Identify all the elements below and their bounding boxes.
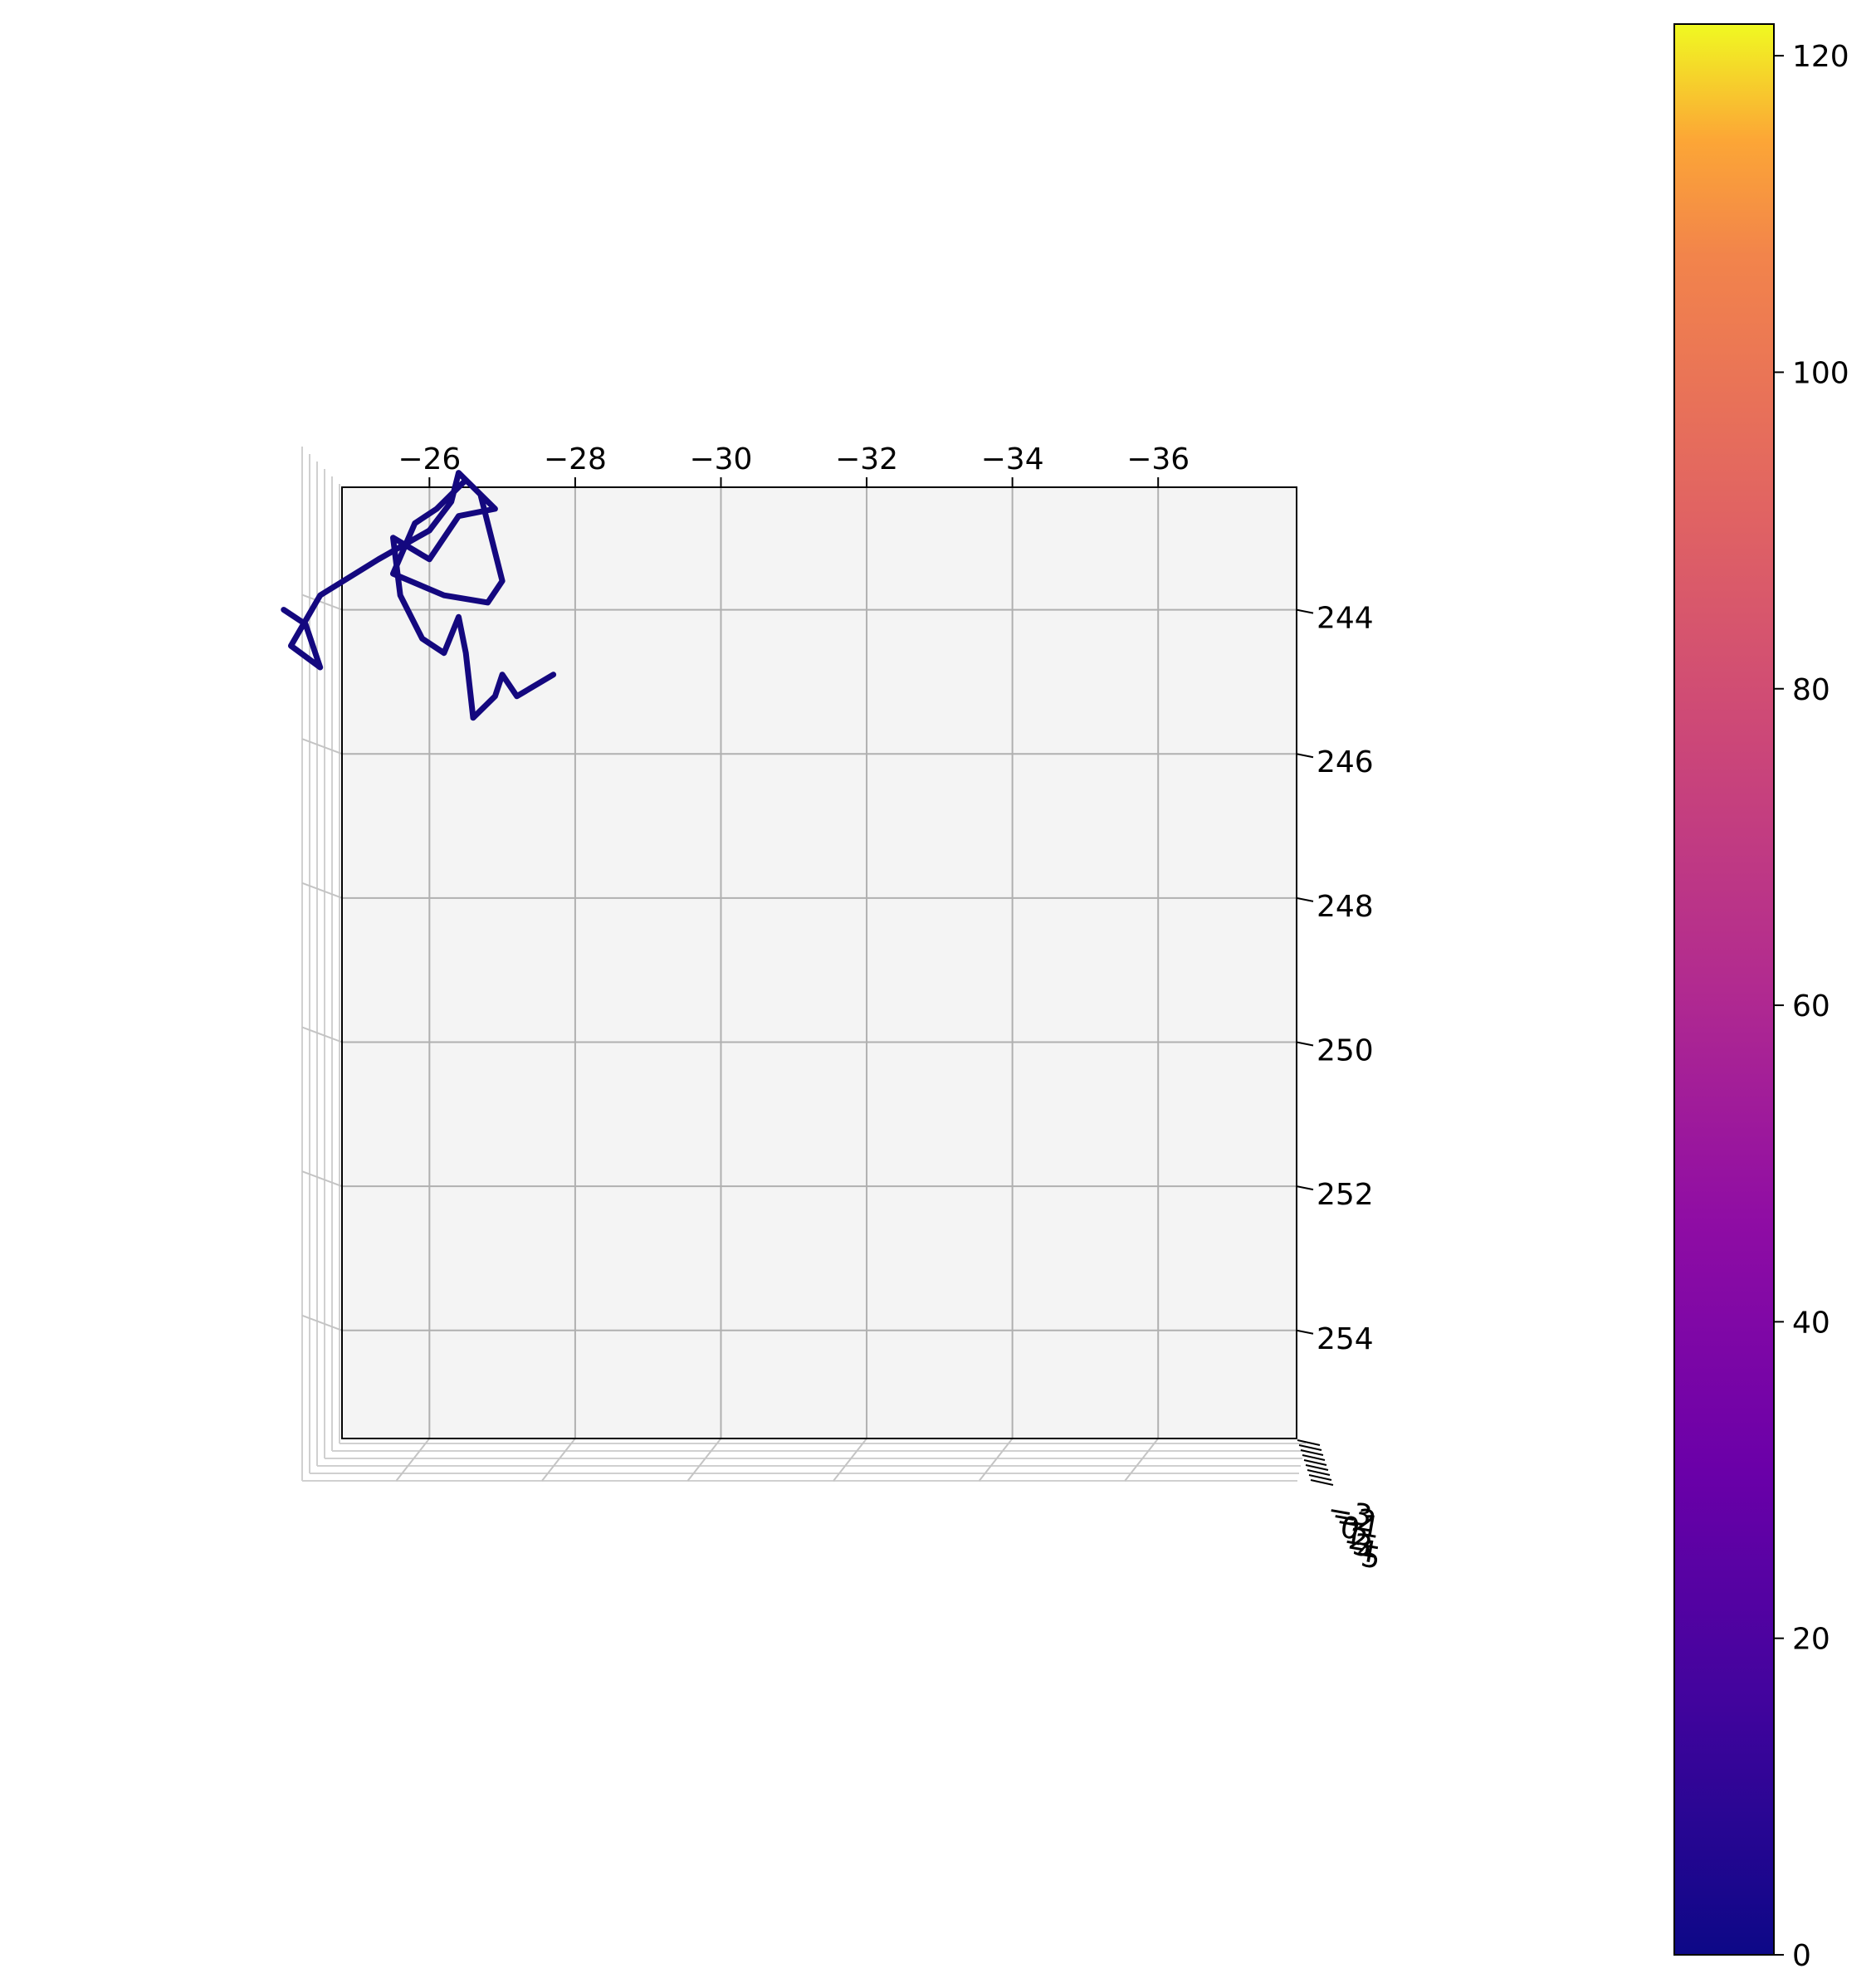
series-layer bbox=[281, 470, 557, 721]
trajectory-line-0 bbox=[281, 470, 557, 721]
z-tick-mark bbox=[1297, 1439, 1321, 1446]
x-tick-label: −34 bbox=[981, 442, 1044, 476]
x-axis-ticks: −26 −28 −30 −32 −34 −36 bbox=[398, 442, 1190, 487]
grid-lines bbox=[342, 487, 1297, 1438]
y-tick-mark bbox=[1296, 608, 1314, 614]
y-tick-mark bbox=[1296, 753, 1314, 759]
y-tick-mark bbox=[1296, 1329, 1314, 1335]
colorbar-tick-label: 120 bbox=[1792, 40, 1849, 74]
colorbar-tick-label: 80 bbox=[1792, 673, 1830, 707]
y-tick-mark bbox=[1296, 1041, 1314, 1047]
z-tick-mark bbox=[1302, 1454, 1326, 1461]
axes-box-edges bbox=[301, 447, 1306, 1482]
colorbar-ticks: 0 20 40 60 80 100 120 bbox=[1774, 40, 1849, 1973]
z-tick-label: −1 bbox=[1333, 1504, 1382, 1546]
z-tick-mark bbox=[1310, 1479, 1334, 1486]
colorbar-tick-label: 60 bbox=[1792, 989, 1830, 1023]
colorbar-tick-label: 100 bbox=[1792, 356, 1849, 390]
colorbar-tick-label: 20 bbox=[1792, 1623, 1830, 1657]
depth-grid-lines bbox=[301, 593, 1159, 1482]
x-tick-label: −26 bbox=[398, 442, 461, 476]
colorbar-tick-label: 40 bbox=[1792, 1306, 1830, 1340]
y-tick-label: 252 bbox=[1317, 1178, 1374, 1212]
plot-pane bbox=[342, 487, 1297, 1438]
z-tick-label: −2 bbox=[1329, 1498, 1378, 1540]
y-tick-label: 244 bbox=[1317, 602, 1374, 636]
y-tick-mark bbox=[1296, 896, 1314, 902]
z-tick-mark bbox=[1300, 1449, 1324, 1456]
y-tick-label: 248 bbox=[1317, 890, 1374, 924]
y-axis-ticks: 244 246 248 250 252 254 bbox=[1296, 602, 1374, 1356]
pane-border bbox=[341, 486, 1297, 1439]
y-tick-label: 250 bbox=[1317, 1034, 1374, 1068]
y-tick-mark bbox=[1296, 1185, 1314, 1191]
x-tick-label: −30 bbox=[689, 442, 752, 476]
z-tick-mark bbox=[1305, 1464, 1329, 1471]
y-tick-label: 246 bbox=[1317, 745, 1374, 779]
z-tick-mark bbox=[1303, 1459, 1327, 1466]
x-tick-label: −28 bbox=[544, 442, 607, 476]
colorbar-tick-label: 0 bbox=[1792, 1939, 1811, 1973]
z-tick-mark bbox=[1307, 1469, 1331, 1476]
y-tick-label: 254 bbox=[1317, 1322, 1374, 1356]
z-tick-mark bbox=[1298, 1444, 1322, 1451]
x-tick-label: −36 bbox=[1126, 442, 1190, 476]
colorbar bbox=[1673, 23, 1775, 1956]
z-tick-mark bbox=[1308, 1474, 1332, 1481]
x-tick-label: −32 bbox=[835, 442, 898, 476]
z-tick-label: −3 bbox=[1325, 1492, 1374, 1534]
